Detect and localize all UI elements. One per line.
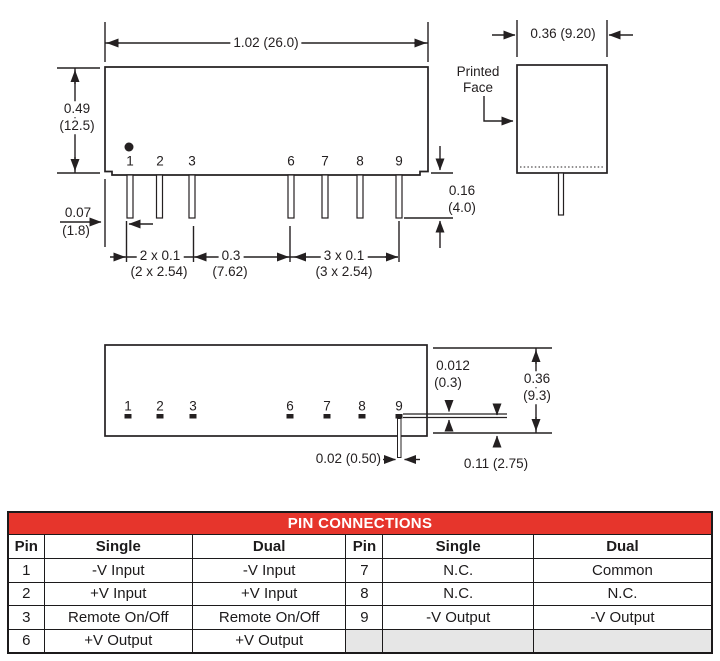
col-header-single-right: Single <box>382 534 534 559</box>
cell-single: Remote On/Off <box>43 605 193 630</box>
pitch-left-in-label: 2 x 0.1 <box>136 248 184 264</box>
cell-dual: Remote On/Off <box>191 605 347 630</box>
bottom-pin-label-8: 8 <box>358 398 366 414</box>
cell-pin: 7 <box>345 558 384 583</box>
cell-dual: -V Output <box>532 605 713 630</box>
pin1-indicator-dot <box>124 142 134 152</box>
cell-pin: 6 <box>7 628 45 654</box>
cell-dual: +V Input <box>191 581 347 606</box>
table-title-row: PIN CONNECTIONS <box>7 511 713 535</box>
table-row: 3 Remote On/Off Remote On/Off 9 -V Outpu… <box>7 605 713 630</box>
cell-pin: 8 <box>345 581 384 606</box>
cell-pin-empty <box>345 628 384 654</box>
cell-single: -V Input <box>43 558 193 583</box>
table-row: 2 +V Input +V Input 8 N.C. N.C. <box>7 581 713 606</box>
bottom-pin-label-7: 7 <box>323 398 331 414</box>
front-pin-length-mm-label: (4.0) <box>448 200 476 216</box>
front-offset-dim-in-label: 0.07 <box>64 205 92 221</box>
cell-single: -V Output <box>382 605 534 630</box>
pin-inset-dim-label: 0.11 (2.75) <box>463 456 529 472</box>
cell-pin: 1 <box>7 558 45 583</box>
printed-face-label-line1: Printed <box>456 64 500 80</box>
pitch-right-mm-label: (3 x 2.54) <box>312 264 376 280</box>
front-width-dim-label: 1.02 (26.0) <box>230 35 302 51</box>
front-pin-label-9: 9 <box>395 153 403 169</box>
cell-single-empty <box>382 628 534 654</box>
front-view-pins <box>126 174 403 219</box>
col-header-pin-right: Pin <box>345 534 384 559</box>
table-row: 1 -V Input -V Input 7 N.C. Common <box>7 558 713 583</box>
cell-single: +V Output <box>43 628 193 654</box>
side-width-dim-label: 0.36 (9.20) <box>530 26 596 42</box>
printed-face-label-line2: Face <box>462 80 494 96</box>
cell-single: +V Input <box>43 581 193 606</box>
mechanical-drawing-linework <box>57 20 633 464</box>
pin-thickness-mm-label: (0.3) <box>434 375 462 391</box>
cell-pin: 9 <box>345 605 384 630</box>
bottom-pin-label-6: 6 <box>286 398 294 414</box>
pin-connections-table: PIN CONNECTIONS Pin Single Dual Pin Sing… <box>7 511 713 654</box>
cell-single: N.C. <box>382 581 534 606</box>
cell-dual-empty <box>532 628 713 654</box>
cell-dual: Common <box>532 558 713 583</box>
bottom-pin-label-9: 9 <box>395 398 403 414</box>
bottom-view <box>104 344 552 464</box>
front-pin-label-3: 3 <box>188 153 196 169</box>
cell-pin: 2 <box>7 581 45 606</box>
cell-pin: 3 <box>7 605 45 630</box>
cell-dual: -V Input <box>191 558 347 583</box>
front-pin-label-8: 8 <box>356 153 364 169</box>
front-height-dim-in-label: 0.49 <box>60 101 94 117</box>
front-height-dim-mm-label: (12.5) <box>56 118 98 134</box>
bottom-pin-label-1: 1 <box>124 398 132 414</box>
pin-thickness-in-label: 0.012 <box>436 358 470 374</box>
col-header-single-left: Single <box>43 534 193 559</box>
body-depth-mm-label: (9.3) <box>520 388 554 404</box>
front-offset-dim-mm-label: (1.8) <box>62 223 90 239</box>
col-header-dual-right: Dual <box>532 534 713 559</box>
front-pin-label-1: 1 <box>126 153 134 169</box>
pitch-left-mm-label: (2 x 2.54) <box>127 264 191 280</box>
col-header-dual-left: Dual <box>191 534 347 559</box>
center-gap-mm-label: (7.62) <box>209 264 251 280</box>
front-view <box>57 22 453 262</box>
front-pin-label-2: 2 <box>156 153 164 169</box>
table-title: PIN CONNECTIONS <box>7 511 713 535</box>
table-header-row: Pin Single Dual Pin Single Dual <box>7 534 713 559</box>
front-pin-length-in-label: 0.16 <box>448 183 476 199</box>
cell-dual: N.C. <box>532 581 713 606</box>
cell-single: N.C. <box>382 558 534 583</box>
cell-dual: +V Output <box>191 628 347 654</box>
table-row: 6 +V Output +V Output <box>7 628 713 654</box>
pitch-right-in-label: 3 x 0.1 <box>320 248 368 264</box>
pin-width-dim-label: 0.02 (0.50) <box>315 451 381 467</box>
bottom-pin-label-2: 2 <box>156 398 164 414</box>
front-pin-label-6: 6 <box>287 153 295 169</box>
side-view <box>483 20 633 216</box>
center-gap-in-label: 0.3 <box>218 248 244 264</box>
bottom-view-pads <box>124 414 403 419</box>
body-depth-in-label: 0.36 <box>520 371 554 387</box>
col-header-pin-left: Pin <box>7 534 45 559</box>
bottom-pin-label-3: 3 <box>189 398 197 414</box>
front-pin-label-7: 7 <box>321 153 329 169</box>
